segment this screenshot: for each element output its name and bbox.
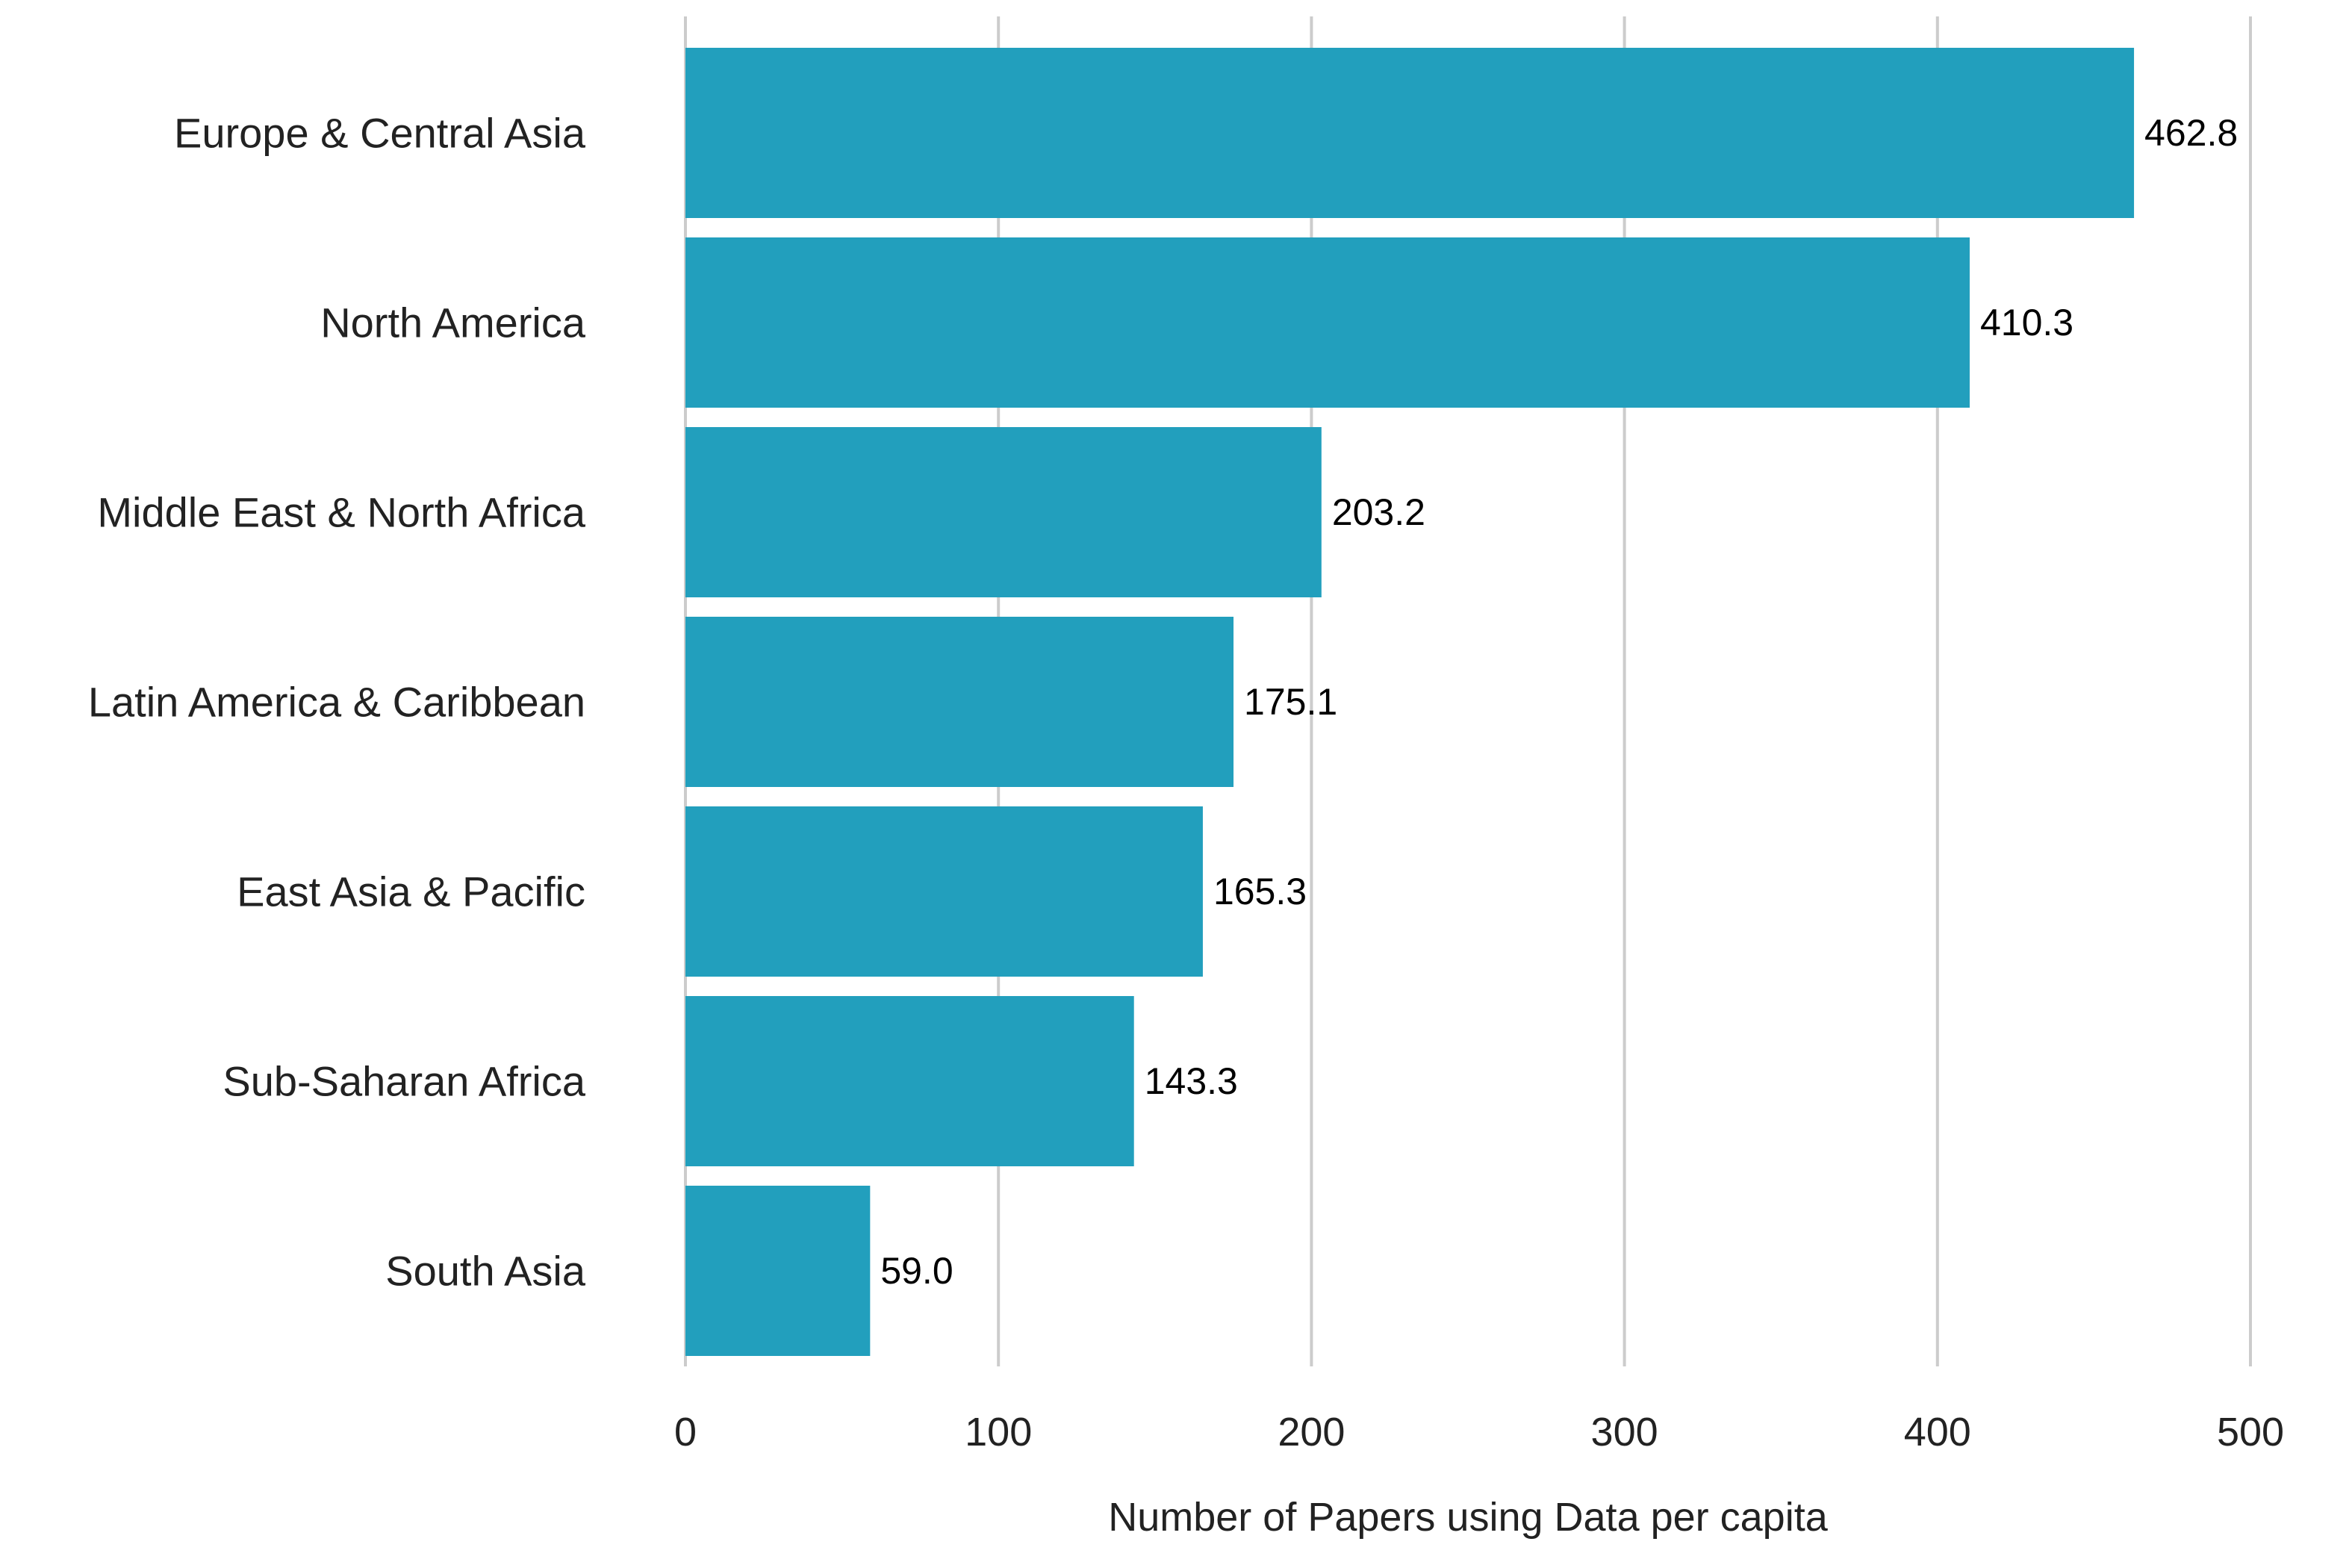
bar-value-label: 175.1: [1244, 681, 1337, 723]
bar: [685, 806, 1203, 977]
x-tick-label: 100: [965, 1410, 1032, 1455]
category-label: Europe & Central Asia: [174, 110, 586, 157]
bar: [685, 996, 1134, 1166]
category-label: Middle East & North Africa: [97, 489, 585, 536]
x-tick-label: 0: [674, 1410, 697, 1455]
x-tick-label: 400: [1904, 1410, 1971, 1455]
x-axis-title: Number of Papers using Data per capita: [1108, 1495, 1828, 1540]
bar-value-label: 165.3: [1213, 871, 1307, 912]
bar-value-label: 203.2: [1332, 491, 1425, 533]
category-label: South Asia: [385, 1248, 586, 1295]
bar-value-label: 462.8: [2144, 112, 2238, 154]
value-labels: 462.8 410.3 203.2 175.1 165.3 143.3 59.0: [880, 112, 2238, 1292]
bar: [685, 48, 2135, 218]
bar: [685, 427, 1322, 597]
bar: [685, 617, 1234, 787]
bar: [685, 237, 1970, 408]
category-label: East Asia & Pacific: [237, 868, 585, 915]
x-tick-label: 500: [2217, 1410, 2284, 1455]
x-tick-label: 200: [1278, 1410, 1345, 1455]
bar: [685, 1186, 871, 1356]
category-label: North America: [320, 299, 586, 346]
bar-value-label: 410.3: [1980, 302, 2073, 343]
bar-value-label: 59.0: [880, 1250, 953, 1292]
category-label: Latin America & Caribbean: [88, 679, 585, 726]
bars: [685, 48, 2135, 1356]
category-labels: Europe & Central Asia North America Middle…: [88, 110, 586, 1295]
bar-value-label: 143.3: [1145, 1060, 1238, 1102]
x-axis-ticks: 0 100 200 300 400 500: [674, 1410, 2284, 1455]
x-tick-label: 300: [1591, 1410, 1658, 1455]
category-label: Sub-Saharan Africa: [223, 1058, 585, 1105]
